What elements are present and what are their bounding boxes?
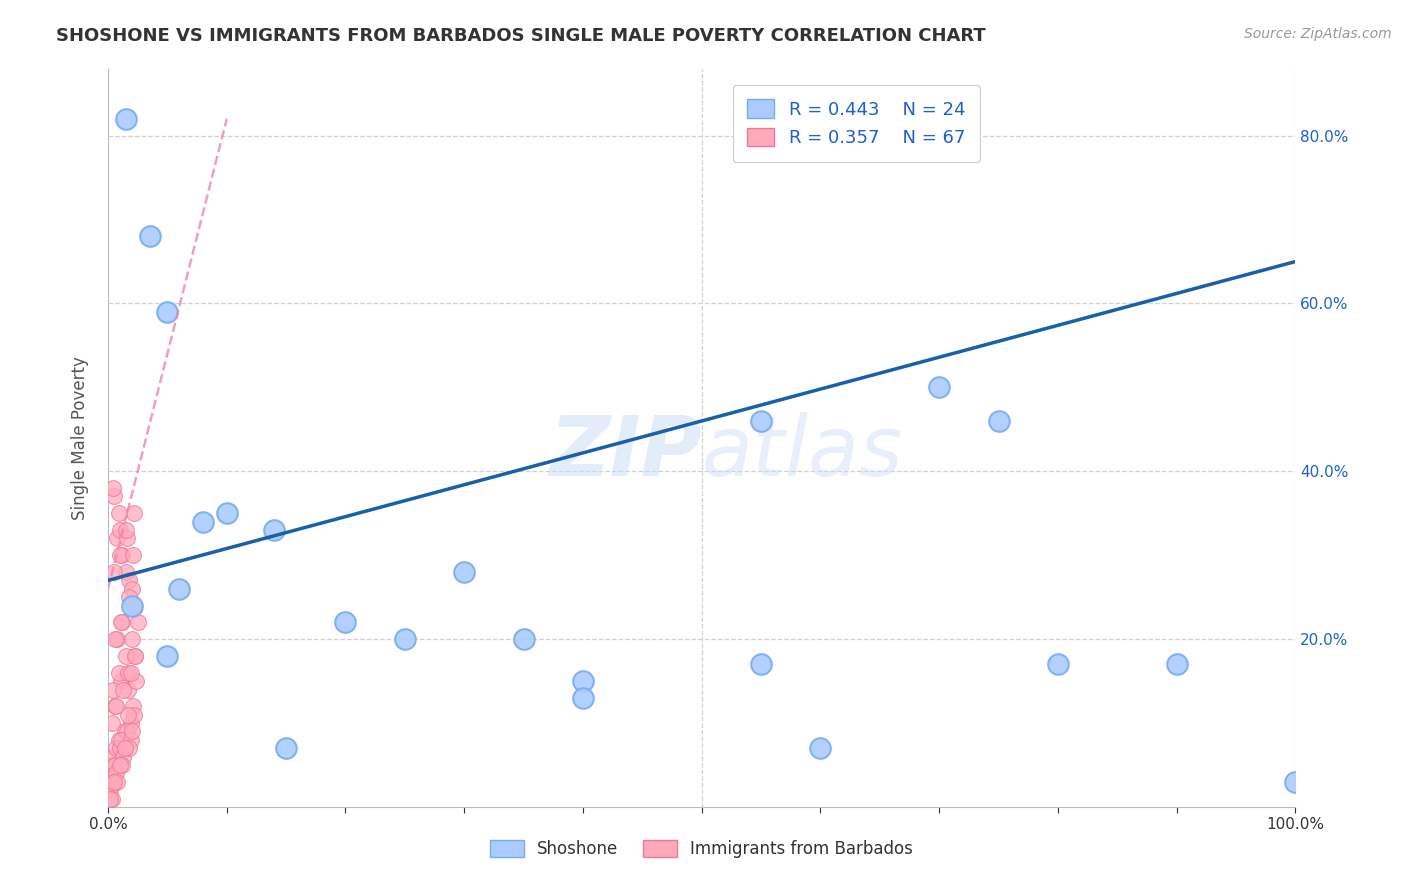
Point <box>104 699 127 714</box>
Legend: R = 0.443    N = 24, R = 0.357    N = 67: R = 0.443 N = 24, R = 0.357 N = 67 <box>733 85 980 161</box>
Point <box>105 766 128 780</box>
Point <box>121 599 143 613</box>
Point <box>274 741 297 756</box>
Point <box>810 741 832 756</box>
Point <box>115 532 138 546</box>
Point <box>124 648 146 663</box>
Point <box>98 783 121 797</box>
Point <box>118 574 141 588</box>
Point <box>749 657 772 672</box>
Point <box>120 732 142 747</box>
Point <box>101 749 124 764</box>
Point <box>335 615 357 630</box>
Point <box>1046 657 1069 672</box>
Point <box>121 582 143 596</box>
Point <box>118 590 141 604</box>
Point <box>103 758 125 772</box>
Point <box>114 648 136 663</box>
Point <box>101 481 124 495</box>
Point <box>121 724 143 739</box>
Point <box>122 548 145 562</box>
Point <box>120 716 142 731</box>
Text: SHOSHONE VS IMMIGRANTS FROM BARBADOS SINGLE MALE POVERTY CORRELATION CHART: SHOSHONE VS IMMIGRANTS FROM BARBADOS SIN… <box>56 27 986 45</box>
Text: ZIP: ZIP <box>550 412 702 493</box>
Point <box>124 648 146 663</box>
Point <box>138 229 160 244</box>
Text: Source: ZipAtlas.com: Source: ZipAtlas.com <box>1244 27 1392 41</box>
Point <box>111 615 134 630</box>
Point <box>156 305 179 319</box>
Point <box>112 741 135 756</box>
Point <box>101 682 124 697</box>
Point <box>103 774 125 789</box>
Point <box>114 741 136 756</box>
Point <box>112 682 135 697</box>
Point <box>98 783 121 797</box>
Point <box>121 632 143 647</box>
Y-axis label: Single Male Poverty: Single Male Poverty <box>72 356 89 520</box>
Point <box>394 632 416 647</box>
Point <box>98 791 121 805</box>
Point <box>111 758 134 772</box>
Point <box>112 749 135 764</box>
Point <box>110 674 132 689</box>
Point <box>107 506 129 520</box>
Point <box>108 548 131 562</box>
Point <box>512 632 534 647</box>
Point <box>107 774 129 789</box>
Point <box>108 523 131 537</box>
Point <box>117 707 139 722</box>
Point <box>928 380 950 394</box>
Point <box>115 724 138 739</box>
Point <box>107 665 129 680</box>
Point <box>572 690 595 705</box>
Point <box>107 532 129 546</box>
Point <box>110 615 132 630</box>
Point <box>100 716 122 731</box>
Point <box>108 758 131 772</box>
Point <box>191 515 214 529</box>
Point <box>118 741 141 756</box>
Point <box>987 414 1010 428</box>
Point <box>114 565 136 579</box>
Point <box>122 699 145 714</box>
Point <box>122 506 145 520</box>
Point <box>167 582 190 596</box>
Point <box>125 674 148 689</box>
Point <box>104 758 127 772</box>
Point <box>156 648 179 663</box>
Point <box>100 774 122 789</box>
Point <box>103 490 125 504</box>
Point <box>98 766 121 780</box>
Point <box>103 565 125 579</box>
Point <box>111 548 134 562</box>
Text: atlas: atlas <box>702 412 903 493</box>
Point <box>100 791 122 805</box>
Point <box>263 523 285 537</box>
Point <box>117 682 139 697</box>
Point <box>215 506 238 520</box>
Point <box>114 112 136 126</box>
Point <box>114 523 136 537</box>
Point <box>107 632 129 647</box>
Point <box>122 707 145 722</box>
Point <box>572 674 595 689</box>
Point <box>105 699 128 714</box>
Point <box>117 665 139 680</box>
Point <box>114 724 136 739</box>
Point <box>105 741 128 756</box>
Point <box>1284 774 1306 789</box>
Point <box>749 414 772 428</box>
Point <box>122 599 145 613</box>
Point <box>104 632 127 647</box>
Point <box>1166 657 1188 672</box>
Point <box>120 665 142 680</box>
Point <box>107 732 129 747</box>
Point <box>108 741 131 756</box>
Point <box>110 732 132 747</box>
Point <box>127 615 149 630</box>
Point <box>453 565 475 579</box>
